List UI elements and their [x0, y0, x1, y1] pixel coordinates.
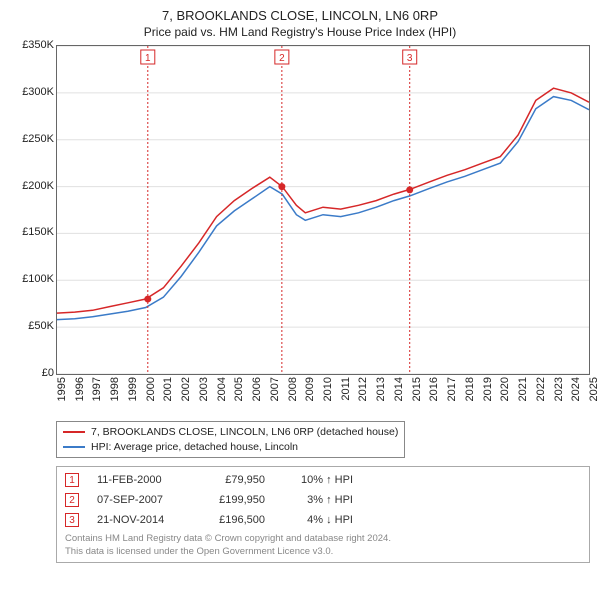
x-tick-label: 2017 [446, 377, 458, 401]
y-tick-label: £200K [10, 180, 54, 192]
x-tick-label: 2016 [428, 377, 440, 401]
y-tick-label: £100K [10, 273, 54, 285]
event-date: 11-FEB-2000 [97, 474, 183, 486]
event-price: £199,950 [201, 494, 265, 506]
y-tick-label: £350K [10, 39, 54, 51]
event-date: 21-NOV-2014 [97, 514, 183, 526]
legend-label-red: 7, BROOKLANDS CLOSE, LINCOLN, LN6 0RP (d… [91, 425, 398, 440]
x-tick-label: 2009 [304, 377, 316, 401]
legend-label-blue: HPI: Average price, detached house, Linc… [91, 440, 298, 455]
legend-swatch-red [63, 431, 85, 433]
y-axis-labels: £0£50K£100K£150K£200K£250K£300K£350K [10, 45, 54, 375]
attribution: Contains HM Land Registry data © Crown c… [65, 533, 581, 558]
x-tick-label: 2012 [357, 377, 369, 401]
x-tick-label: 2008 [287, 377, 299, 401]
event-row: 3 21-NOV-2014 £196,500 4% ↓ HPI [65, 513, 581, 527]
event-marker-icon: 1 [65, 473, 79, 487]
event-price: £79,950 [201, 474, 265, 486]
event-date: 07-SEP-2007 [97, 494, 183, 506]
plot-svg: 1 2 3 [57, 46, 589, 374]
svg-text:1: 1 [145, 53, 151, 64]
plot-wrapper: £0£50K£100K£150K£200K£250K£300K£350K 123 [56, 45, 590, 375]
x-tick-label: 2022 [535, 377, 547, 401]
x-tick-label: 2007 [269, 377, 281, 401]
x-tick-label: 2019 [482, 377, 494, 401]
x-tick-label: 2021 [517, 377, 529, 401]
x-tick-label: 2018 [464, 377, 476, 401]
x-tick-label: 2015 [411, 377, 423, 401]
legend: 7, BROOKLANDS CLOSE, LINCOLN, LN6 0RP (d… [56, 421, 405, 458]
event-delta: 4% ↓ HPI [283, 514, 353, 526]
event-marker-icon: 2 [65, 493, 79, 507]
y-tick-label: £250K [10, 133, 54, 145]
x-tick-label: 2014 [393, 377, 405, 401]
x-tick-label: 2020 [499, 377, 511, 401]
x-tick-label: 1999 [127, 377, 139, 401]
event-delta: 3% ↑ HPI [283, 494, 353, 506]
x-tick-label: 2002 [180, 377, 192, 401]
x-tick-label: 1998 [109, 377, 121, 401]
y-tick-label: £150K [10, 226, 54, 238]
event-price: £196,500 [201, 514, 265, 526]
y-tick-label: £50K [10, 320, 54, 332]
svg-text:2: 2 [279, 53, 285, 64]
x-tick-label: 2010 [322, 377, 334, 401]
plot-area: 1 2 3 [56, 45, 590, 375]
x-tick-label: 2013 [375, 377, 387, 401]
attribution-line2: This data is licensed under the Open Gov… [65, 546, 581, 558]
legend-row-red: 7, BROOKLANDS CLOSE, LINCOLN, LN6 0RP (d… [63, 425, 398, 440]
event-row: 1 11-FEB-2000 £79,950 10% ↑ HPI [65, 473, 581, 487]
x-tick-label: 2024 [570, 377, 582, 401]
x-tick-label: 2006 [251, 377, 263, 401]
x-tick-label: 2000 [145, 377, 157, 401]
chart-title-line1: 7, BROOKLANDS CLOSE, LINCOLN, LN6 0RP [10, 8, 590, 23]
chart-title-line2: Price paid vs. HM Land Registry's House … [10, 25, 590, 39]
y-tick-label: £0 [10, 367, 54, 379]
y-tick-label: £300K [10, 86, 54, 98]
x-tick-label: 1995 [56, 377, 68, 401]
x-axis-labels: 1995 1996 1997 1998 1999 2000 2001 2002 2003 2004… [56, 377, 590, 421]
attribution-line1: Contains HM Land Registry data © Crown c… [65, 533, 581, 545]
x-tick-label: 2005 [233, 377, 245, 401]
events-table: 1 11-FEB-2000 £79,950 10% ↑ HPI 2 07-SEP… [56, 466, 590, 563]
legend-swatch-blue [63, 446, 85, 448]
x-tick-label: 2023 [553, 377, 565, 401]
event-marker-icon: 3 [65, 513, 79, 527]
x-tick-label: 2003 [198, 377, 210, 401]
svg-text:3: 3 [407, 53, 413, 64]
chart-container: 7, BROOKLANDS CLOSE, LINCOLN, LN6 0RP Pr… [0, 0, 600, 569]
x-tick-label: 2011 [340, 377, 352, 401]
x-tick-label: 2004 [216, 377, 228, 401]
event-row: 2 07-SEP-2007 £199,950 3% ↑ HPI [65, 493, 581, 507]
x-tick-label: 2025 [588, 377, 600, 401]
legend-row-blue: HPI: Average price, detached house, Linc… [63, 440, 398, 455]
x-tick-label: 1997 [91, 377, 103, 401]
event-delta: 10% ↑ HPI [283, 474, 353, 486]
x-tick-label: 1996 [74, 377, 86, 401]
x-tick-label: 2001 [162, 377, 174, 401]
